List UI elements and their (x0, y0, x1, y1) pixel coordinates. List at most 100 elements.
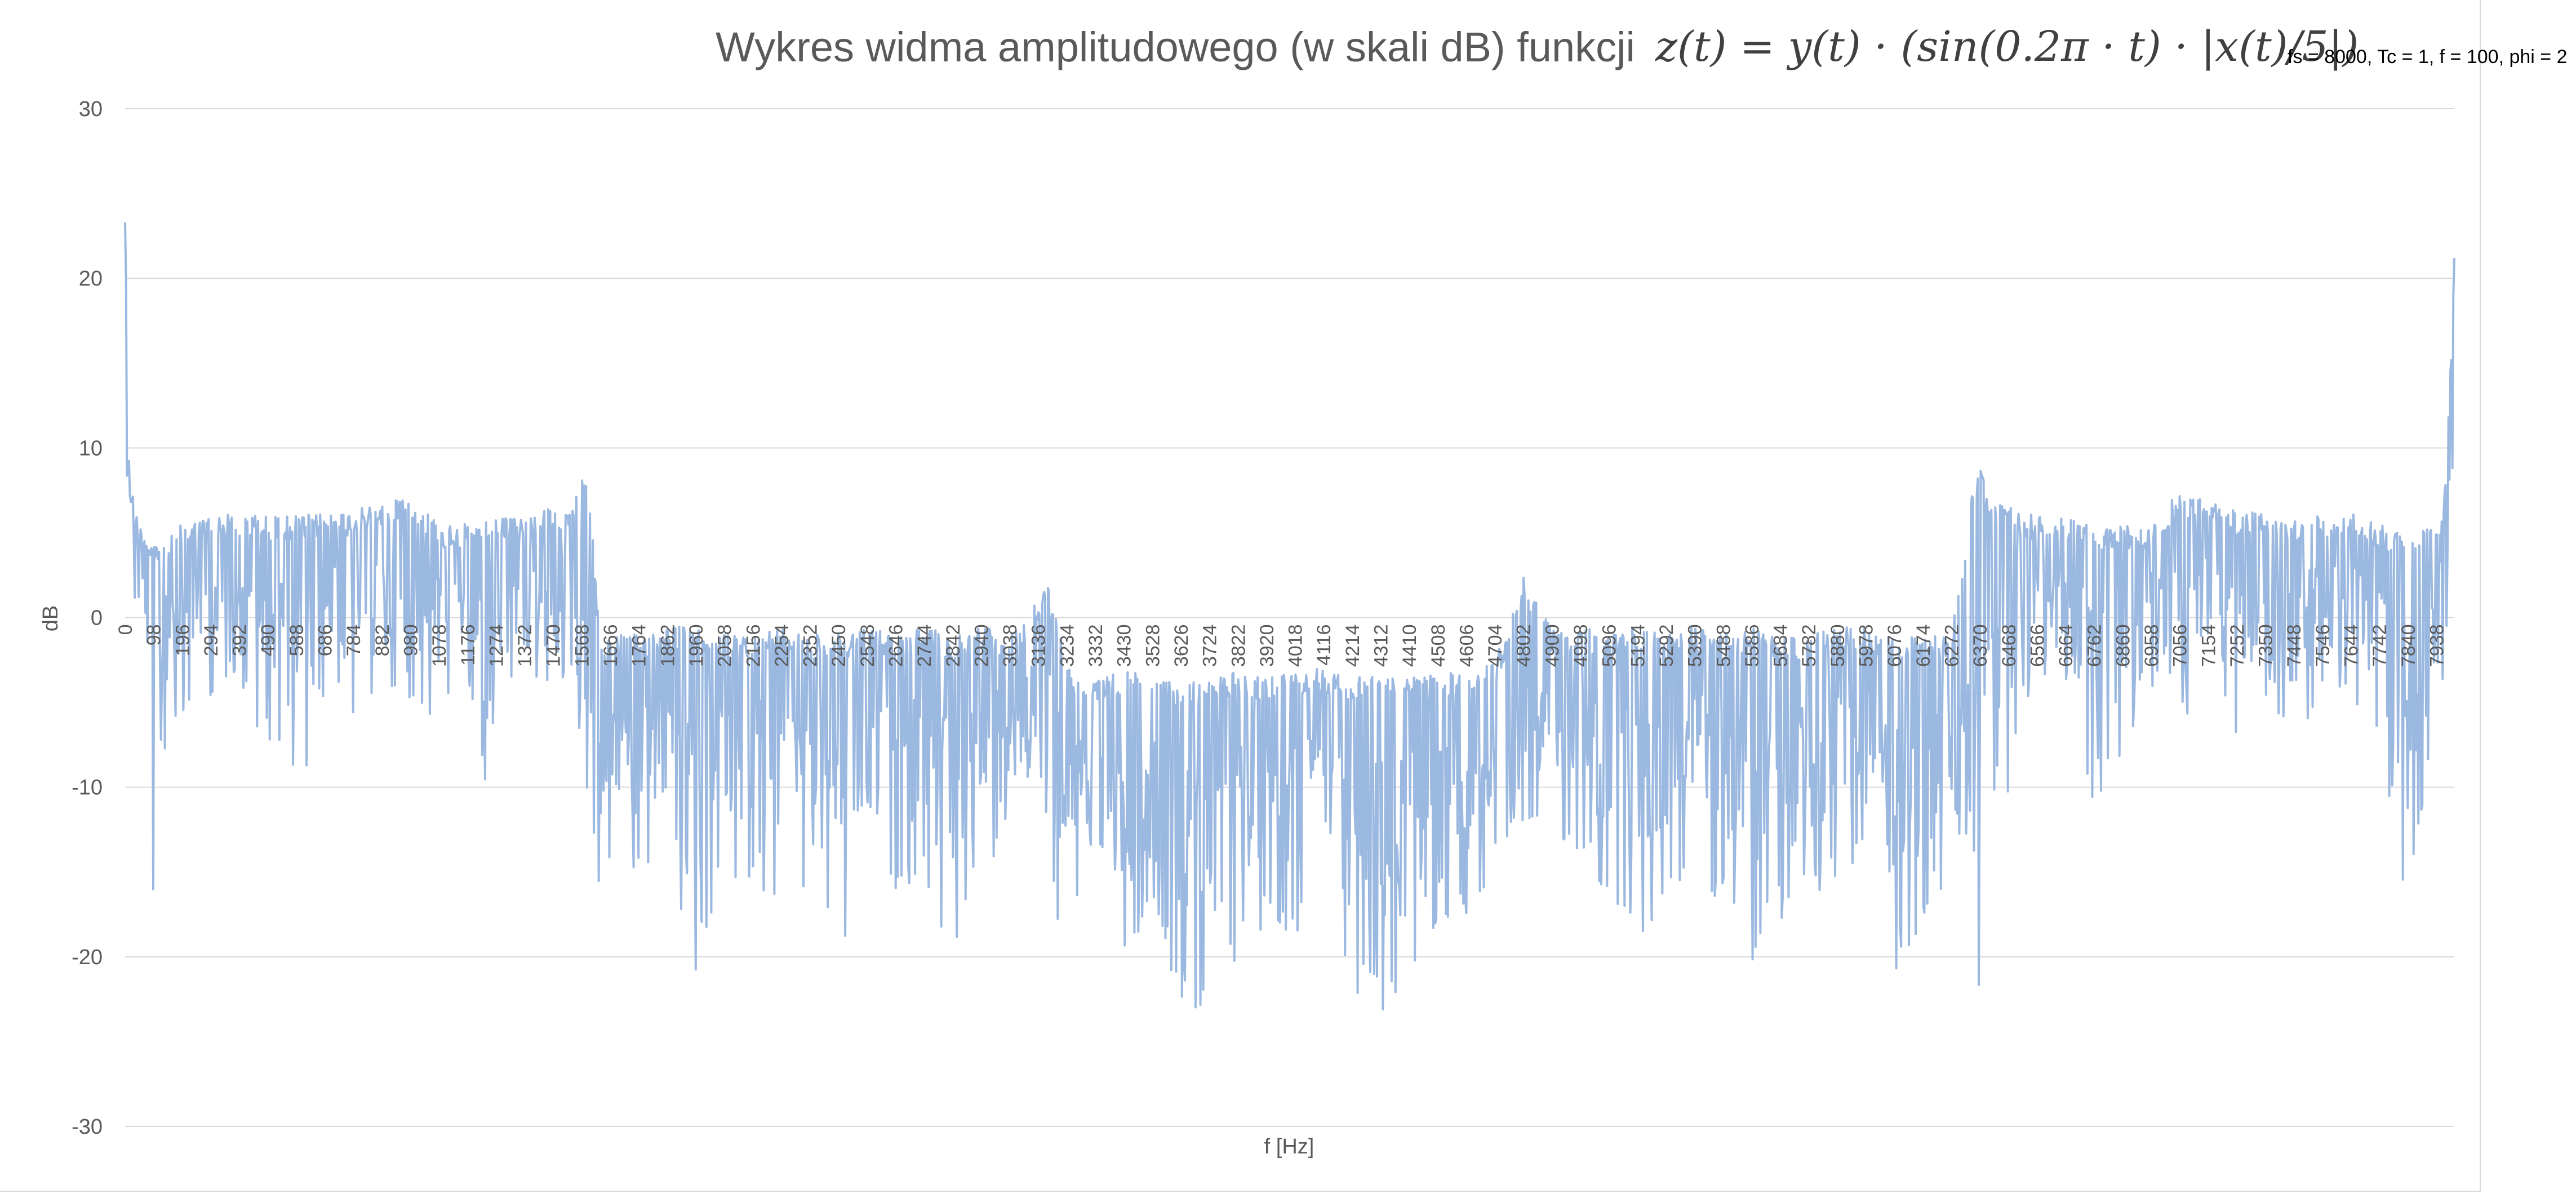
spectrum-chart: 30 20 10 0 -10 -20 -30 0 98 196 294 392 490 588 686 78… (39, 97, 2455, 1159)
series-layer (124, 222, 2455, 1011)
x-tick-label: 2156 (743, 625, 764, 667)
x-tick-label: 4312 (1371, 625, 1392, 667)
x-tick-label: 3724 (1200, 625, 1221, 667)
x-tick-label: 98 (144, 625, 165, 646)
x-tick-label: 7938 (2427, 625, 2448, 667)
x-tick-label: 1960 (686, 625, 707, 667)
x-tick-label: 6174 (1913, 625, 1934, 667)
y-tick-label: 30 (79, 97, 103, 121)
y-tick-label: 10 (79, 436, 103, 460)
x-tick-label: 882 (372, 625, 393, 657)
x-tick-label: 1470 (543, 625, 565, 667)
x-tick-label: 6664 (2055, 625, 2077, 667)
x-tick-label: 588 (286, 625, 308, 657)
x-tick-label: 2254 (771, 625, 793, 667)
x-tick-label: 7644 (2341, 625, 2362, 667)
x-tick-label: 2352 (800, 625, 821, 667)
x-tick-label: 2940 (971, 625, 992, 667)
x-tick-label: 6566 (2027, 625, 2048, 667)
x-tick-label: 7056 (2170, 625, 2191, 667)
x-tick-label: 7742 (2369, 625, 2391, 667)
x-tick-label: 7448 (2284, 625, 2305, 667)
x-tick-label: 2548 (857, 625, 878, 667)
x-tick-label: 1568 (571, 625, 593, 667)
x-tick-label: 6860 (2112, 625, 2134, 667)
x-tick-label: 7840 (2398, 625, 2419, 667)
x-tick-label: 7350 (2255, 625, 2277, 667)
chart-parameters: fs = 8000, Tc = 1, f = 100, phi = 2 (2288, 46, 2568, 68)
x-tick-label: 6076 (1884, 625, 1906, 667)
x-tick-label: 2646 (886, 625, 907, 667)
y-axis-ticks: 30 20 10 0 -10 -20 -30 (72, 97, 103, 1139)
y-tick-label: -30 (72, 1115, 103, 1139)
x-tick-label: 3332 (1085, 625, 1107, 667)
y-tick-label: 0 (91, 607, 103, 630)
x-tick-label: 1078 (429, 625, 450, 667)
x-tick-label: 4214 (1342, 625, 1363, 667)
x-tick-label: 4900 (1542, 625, 1563, 667)
x-tick-label: 6762 (2084, 625, 2106, 667)
x-tick-label: 6958 (2141, 625, 2162, 667)
x-tick-label: 4704 (1485, 625, 1506, 667)
y-tick-label: 20 (79, 267, 103, 291)
x-tick-label: 2842 (943, 625, 964, 667)
x-tick-label: 2744 (914, 625, 935, 667)
x-tick-label: 1274 (486, 625, 507, 667)
y-tick-label: -20 (72, 946, 103, 969)
x-tick-label: 7154 (2198, 625, 2219, 667)
x-tick-label: 490 (257, 625, 279, 657)
x-tick-label: 1372 (514, 625, 536, 667)
x-tick-label: 4802 (1513, 625, 1535, 667)
x-axis-ticks: 0 98 196 294 392 490 588 686 784 882 980 1078 1176 12… (115, 625, 2448, 667)
x-tick-label: 392 (229, 625, 251, 657)
x-tick-label: 5292 (1656, 625, 1677, 667)
chart-title-text: Wykres widma amplitudowego (w skali dB) … (716, 23, 1635, 70)
chart-title: Wykres widma amplitudowego (w skali dB) … (716, 16, 2359, 78)
x-tick-label: 5684 (1770, 625, 1792, 667)
x-tick-label: 1666 (600, 625, 621, 667)
x-tick-label: 1176 (458, 625, 479, 666)
x-tick-label: 5488 (1713, 625, 1734, 667)
x-tick-label: 686 (315, 625, 336, 657)
x-tick-label: 1764 (629, 625, 650, 667)
y-axis-label: dB (39, 605, 63, 631)
x-tick-label: 294 (201, 625, 222, 657)
x-tick-label: 4508 (1428, 625, 1449, 667)
chart-title-formula: z(t) = y(t) · (sin(0.2π · t) · |x(t)/5|) (1655, 23, 2359, 71)
x-tick-label: 2058 (714, 625, 736, 667)
x-tick-label: 0 (115, 625, 136, 635)
x-tick-label: 1862 (657, 625, 678, 667)
x-tick-label: 5880 (1827, 625, 1849, 667)
y-tick-label: -10 (72, 776, 103, 800)
chart-frame (0, 0, 2481, 1192)
x-tick-label: 5978 (1856, 625, 1877, 667)
spectrum-series-line (124, 222, 2455, 1011)
x-tick-label: 7252 (2227, 625, 2248, 667)
x-tick-label: 3038 (1000, 625, 1021, 667)
x-tick-label: 5782 (1798, 625, 1820, 667)
x-axis-label: f [Hz] (1264, 1135, 1314, 1159)
x-tick-label: 6370 (1970, 625, 1991, 667)
x-tick-label: 4018 (1285, 625, 1307, 667)
x-tick-label: 3822 (1228, 625, 1249, 667)
x-tick-label: 4410 (1399, 625, 1420, 667)
x-tick-label: 3626 (1171, 625, 1192, 667)
x-tick-label: 6468 (1998, 625, 2020, 667)
x-tick-label: 784 (343, 625, 365, 657)
x-tick-label: 2450 (828, 625, 850, 667)
x-tick-label: 3136 (1028, 625, 1050, 667)
x-tick-label: 5096 (1599, 625, 1620, 667)
x-tick-label: 980 (401, 625, 422, 657)
x-tick-label: 196 (172, 625, 193, 657)
x-tick-label: 4606 (1456, 625, 1477, 667)
x-tick-label: 5586 (1742, 625, 1763, 667)
x-tick-label: 7546 (2312, 625, 2334, 667)
x-tick-label: 4998 (1570, 625, 1592, 667)
x-tick-label: 3528 (1142, 625, 1163, 667)
x-tick-label: 6272 (1942, 625, 1963, 667)
x-tick-label: 5390 (1685, 625, 1706, 667)
x-tick-label: 3920 (1256, 625, 1278, 667)
x-tick-label: 5194 (1627, 625, 1649, 667)
x-tick-label: 4116 (1313, 625, 1335, 666)
x-tick-label: 3430 (1114, 625, 1135, 667)
